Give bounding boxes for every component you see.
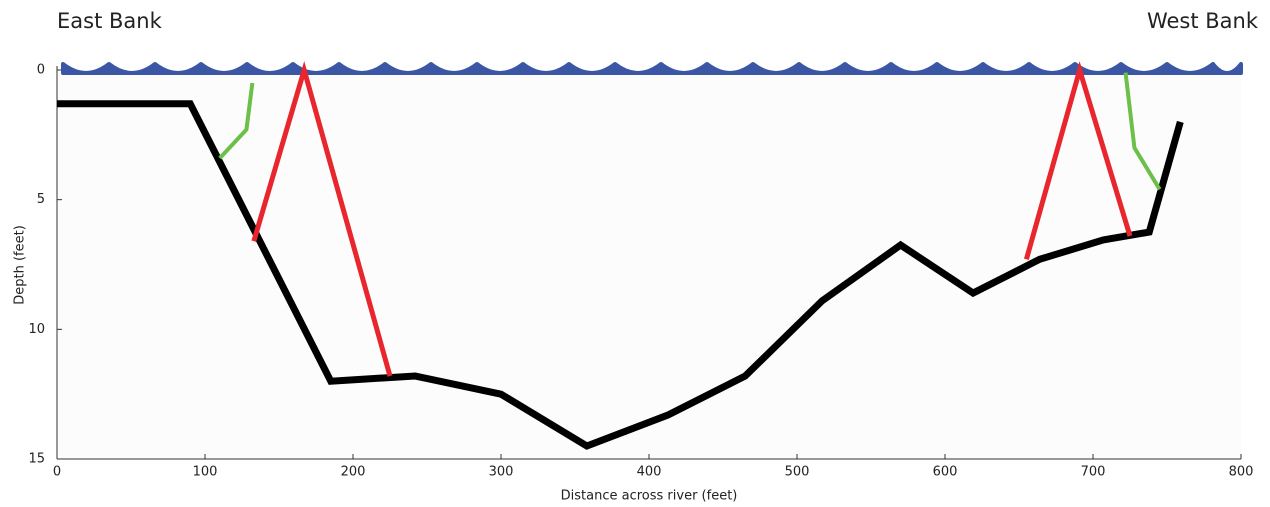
x-tick-label: 0 bbox=[53, 465, 61, 480]
series-line bbox=[251, 60, 393, 377]
x-tick-label: 400 bbox=[637, 465, 662, 480]
x-tick-label: 600 bbox=[933, 465, 958, 480]
water-surface bbox=[61, 62, 1243, 75]
plot-area bbox=[57, 70, 1241, 459]
x-tick-label: 200 bbox=[341, 465, 366, 480]
west-bank-label: West Bank bbox=[1147, 9, 1259, 33]
series-line bbox=[57, 100, 1184, 450]
x-tick-label: 500 bbox=[785, 465, 810, 480]
y-tick-label: 5 bbox=[37, 192, 45, 207]
series-line bbox=[218, 82, 255, 160]
y-tick-label: 0 bbox=[37, 63, 45, 78]
x-axis-title: Distance across river (feet) bbox=[561, 489, 738, 504]
east-bank-label: East Bank bbox=[57, 9, 163, 33]
y-axis-title: Depth (feet) bbox=[13, 225, 28, 305]
x-tick-label: 700 bbox=[1081, 465, 1106, 480]
series-line bbox=[1023, 61, 1133, 260]
x-tick-label: 300 bbox=[489, 465, 514, 480]
y-tick-label: 10 bbox=[28, 322, 45, 337]
series-line bbox=[1123, 72, 1162, 191]
x-tick-label: 100 bbox=[193, 465, 218, 480]
y-tick-label: 15 bbox=[28, 452, 45, 467]
x-tick-label: 800 bbox=[1229, 465, 1254, 480]
